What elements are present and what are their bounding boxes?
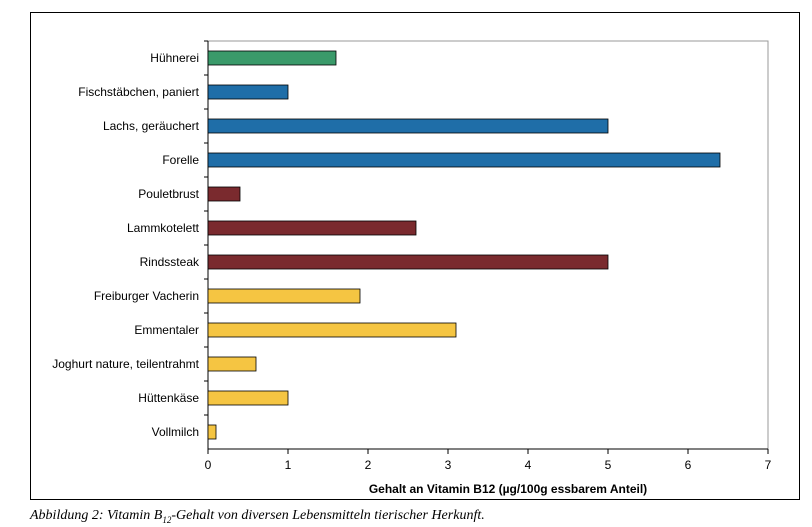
bar <box>207 424 217 440</box>
bar <box>207 84 289 100</box>
x-tick-label: 2 <box>365 458 372 472</box>
plot-area-frame <box>207 40 769 450</box>
caption-suffix: -Gehalt von diversen Lebensmitteln tieri… <box>171 508 485 523</box>
bar <box>207 186 241 202</box>
bar <box>207 356 257 372</box>
x-tick-label: 7 <box>765 458 772 472</box>
x-tick-label: 6 <box>685 458 692 472</box>
category-label: Hühnerei <box>150 51 199 65</box>
bar <box>207 254 609 270</box>
caption-prefix: Abbildung 2: Vitamin B <box>30 508 163 523</box>
x-tick-label: 1 <box>285 458 292 472</box>
bar <box>207 118 609 134</box>
chart-figure: Hühnerei Fischstäbchen, paniert Lachs, ger… <box>30 12 800 500</box>
category-label: Hüttenkäse <box>138 391 199 405</box>
caption-subscript: 12 <box>162 514 172 525</box>
figure-caption: Abbildung 2: Vitamin B12-Gehalt von dive… <box>30 508 485 525</box>
x-tick-label: 3 <box>445 458 452 472</box>
category-label: Rindssteak <box>140 255 200 269</box>
x-tick-label: 0 <box>205 458 212 472</box>
bar <box>207 390 289 406</box>
bar-chart: Hühnerei Fischstäbchen, paniert Lachs, ger… <box>52 40 772 496</box>
bar <box>207 152 721 168</box>
category-label: Lammkotelett <box>127 221 200 235</box>
category-label: Joghurt nature, teilentrahmt <box>52 357 199 371</box>
category-label: Forelle <box>162 153 199 167</box>
x-tick-label: 4 <box>525 458 532 472</box>
bar <box>207 322 457 338</box>
bar <box>207 220 417 236</box>
bar <box>207 288 361 304</box>
x-axis-title: Gehalt an Vitamin B12 (µg/100g essbarem … <box>369 482 647 496</box>
category-label: Freiburger Vacherin <box>94 289 199 303</box>
category-label: Vollmilch <box>152 425 199 439</box>
category-label: Emmentaler <box>134 323 199 337</box>
category-label: Pouletbrust <box>138 187 199 201</box>
category-label: Lachs, geräuchert <box>103 119 200 133</box>
bar <box>207 50 337 66</box>
x-tick-label: 5 <box>605 458 612 472</box>
category-label: Fischstäbchen, paniert <box>78 85 199 99</box>
